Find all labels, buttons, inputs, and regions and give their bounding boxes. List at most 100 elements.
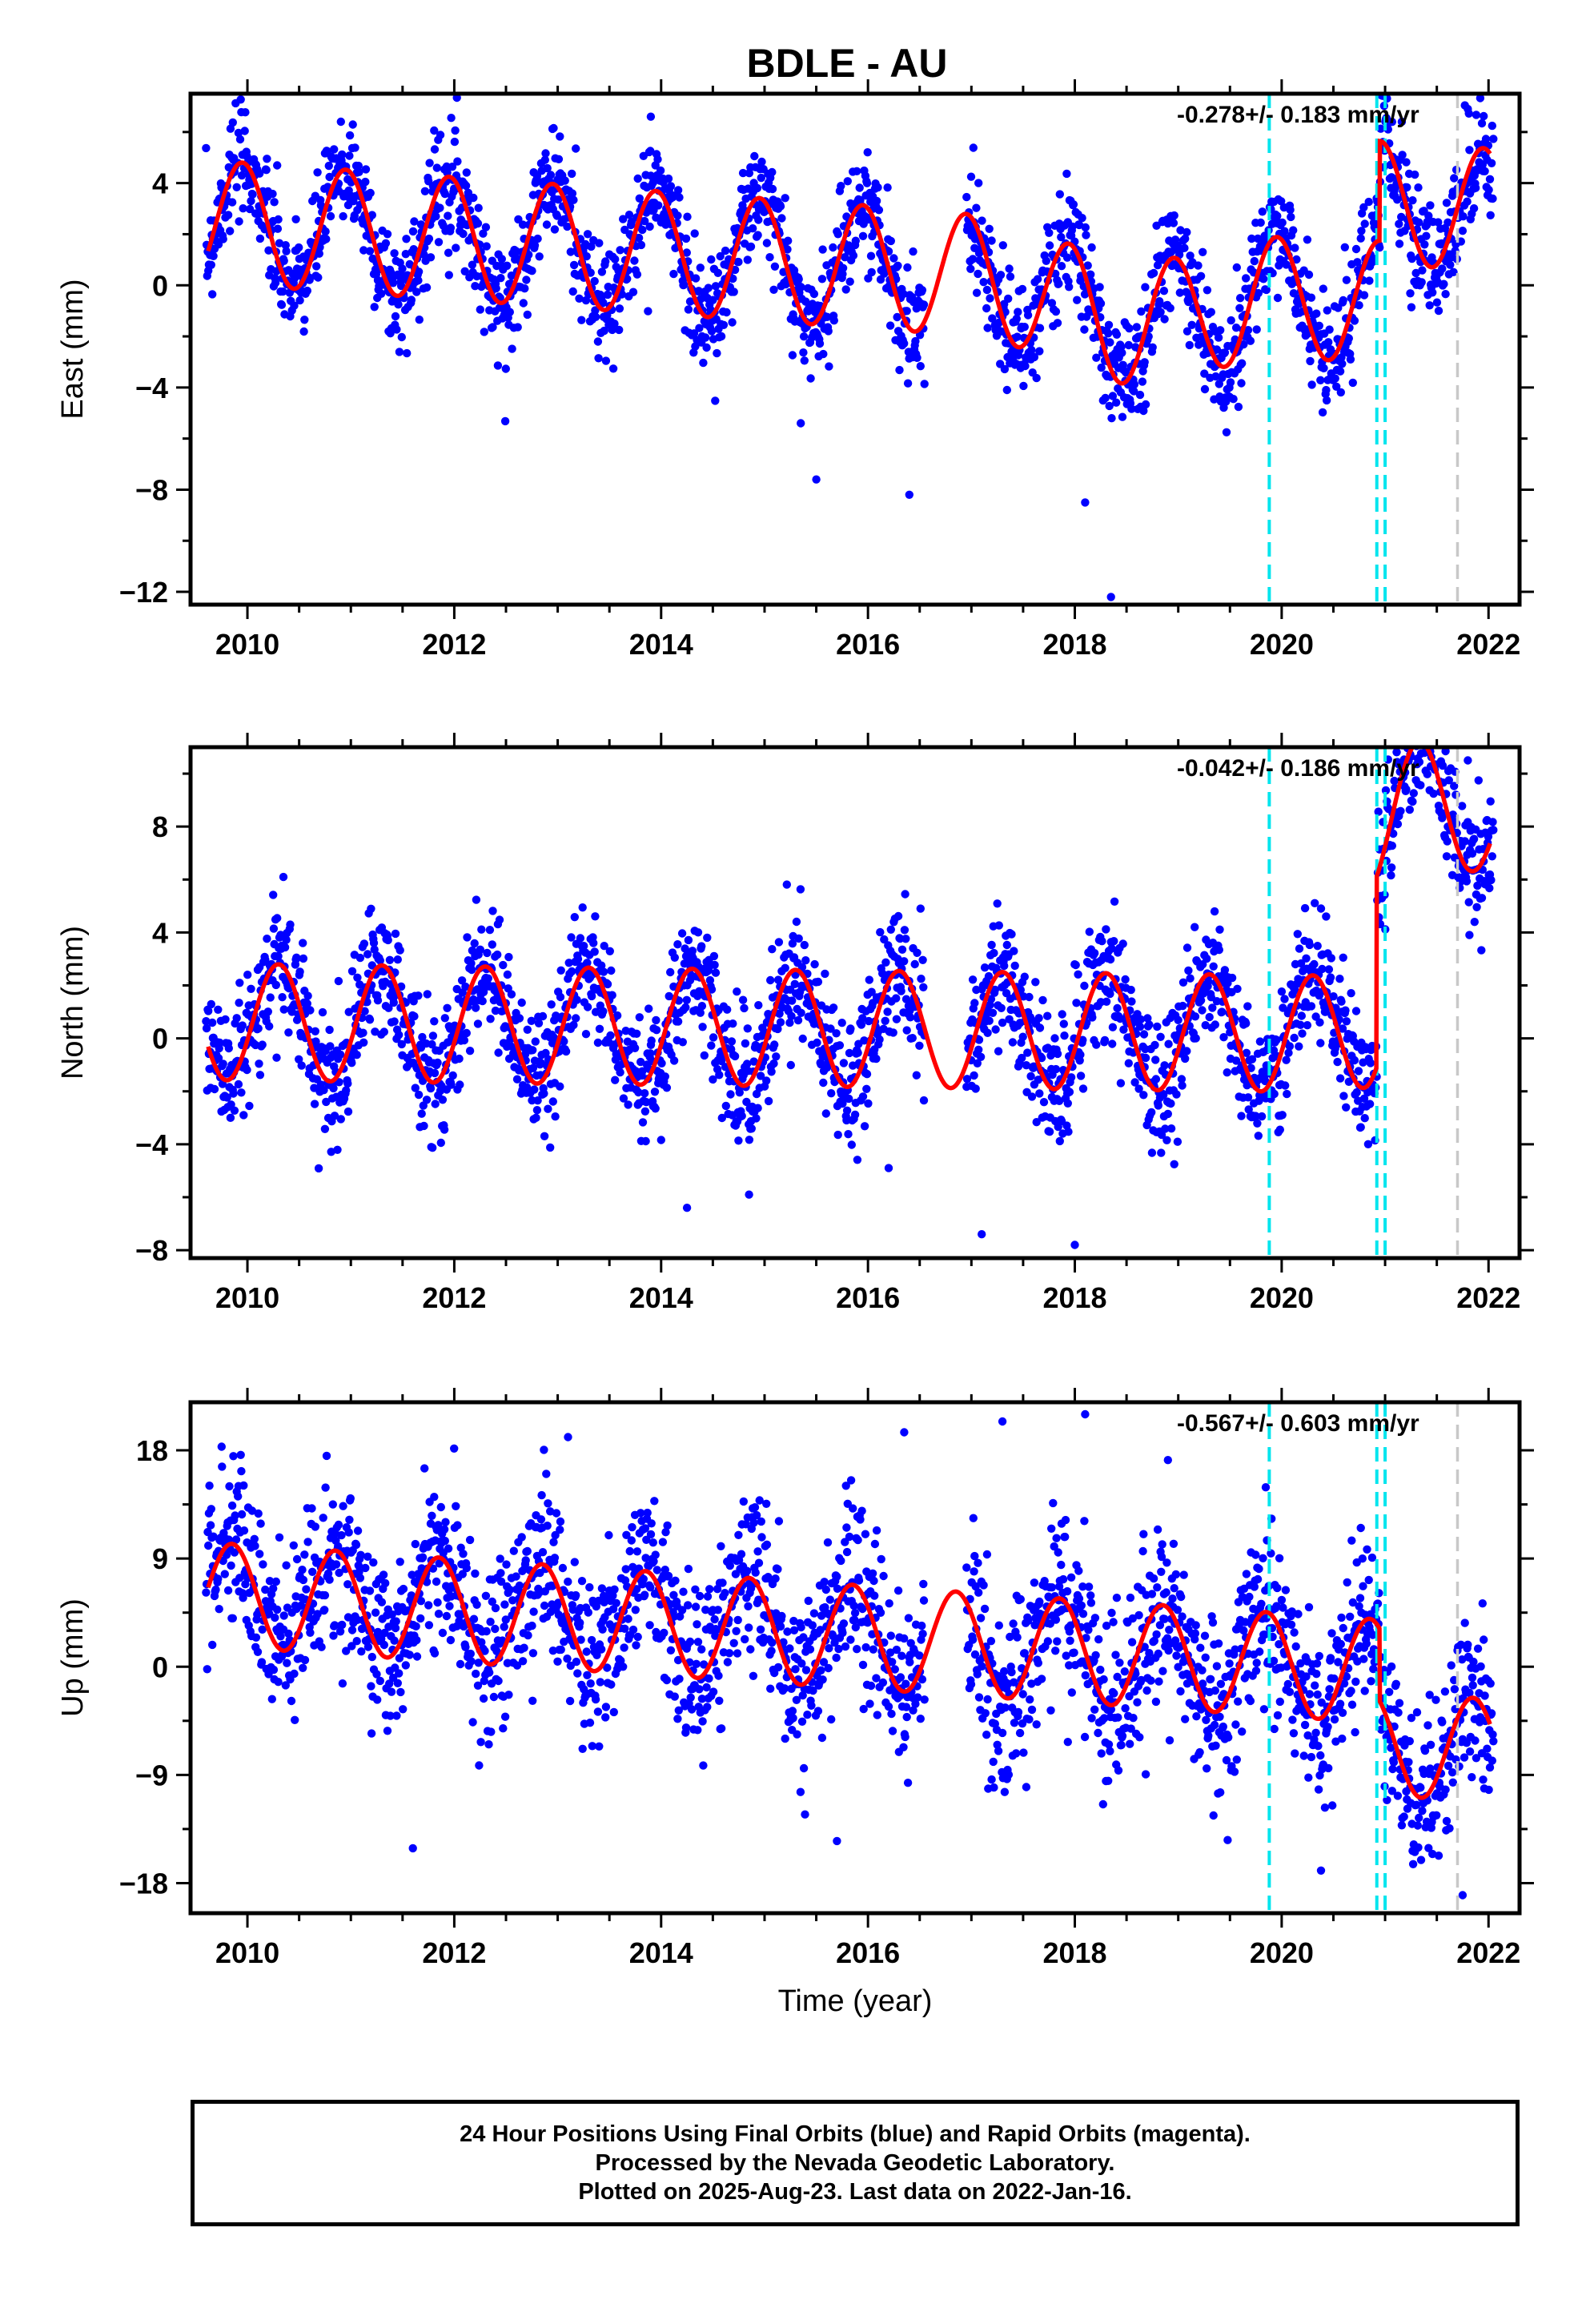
data-point: [1068, 222, 1077, 231]
data-point: [1464, 898, 1473, 907]
data-point: [710, 960, 719, 970]
data-point: [1403, 727, 1411, 735]
data-point: [504, 1691, 513, 1699]
data-point: [583, 1003, 592, 1011]
data-point: [1418, 720, 1426, 728]
chart-title: BDLE - AU: [747, 41, 948, 86]
data-point: [1431, 720, 1439, 728]
data-point: [837, 1019, 846, 1027]
data-point: [916, 904, 926, 913]
data-point: [1081, 223, 1090, 232]
data-point: [470, 939, 479, 948]
data-point: [1106, 593, 1115, 601]
data-point: [347, 1626, 357, 1634]
data-point: [414, 267, 424, 276]
data-point: [740, 1003, 749, 1013]
data-point: [872, 1054, 881, 1063]
data-point: [543, 163, 552, 173]
data-point: [749, 1057, 758, 1066]
data-point: [566, 247, 575, 256]
data-point: [628, 287, 638, 296]
data-point: [523, 1025, 532, 1035]
data-point: [987, 236, 996, 245]
data-point: [1051, 1064, 1061, 1074]
data-point: [224, 1043, 233, 1053]
data-point: [900, 339, 909, 348]
data-point: [540, 1132, 549, 1141]
data-point: [239, 1526, 249, 1535]
data-point: [790, 979, 799, 989]
data-point: [900, 926, 909, 935]
data-point: [595, 239, 604, 247]
data-point: [300, 1655, 310, 1665]
data-point: [465, 1047, 475, 1055]
data-point: [785, 1018, 794, 1027]
data-point: [1463, 197, 1472, 206]
data-point: [1352, 1088, 1361, 1097]
data-point: [1113, 1003, 1122, 1013]
data-point: [864, 1016, 873, 1026]
data-point: [799, 348, 808, 357]
data-point: [670, 953, 679, 963]
data-point: [1423, 770, 1432, 778]
data-point: [366, 188, 375, 198]
data-point: [515, 1581, 524, 1590]
data-point: [339, 1502, 347, 1510]
data-point: [344, 1528, 353, 1537]
data-point: [1323, 306, 1332, 315]
data-point: [1315, 321, 1324, 330]
data-point: [821, 969, 829, 979]
data-point: [707, 1041, 716, 1050]
data-point: [1419, 700, 1427, 708]
data-point: [1107, 944, 1116, 953]
data-point: [1305, 940, 1315, 950]
x-tick-label: 2018: [1042, 1281, 1106, 1314]
data-point: [640, 1107, 650, 1116]
data-point: [974, 179, 983, 187]
data-point: [272, 1053, 281, 1062]
data-point: [453, 157, 462, 166]
data-point: [1472, 903, 1481, 912]
data-point: [305, 275, 314, 284]
data-point: [452, 1502, 460, 1511]
data-point: [226, 1113, 235, 1123]
data-point: [347, 1059, 356, 1068]
data-point: [299, 954, 308, 963]
data-point: [549, 123, 558, 133]
data-point: [501, 364, 510, 373]
x-tick-label: 2016: [836, 628, 900, 661]
data-point: [298, 1566, 307, 1574]
data-point: [1054, 1096, 1064, 1106]
data-point: [770, 262, 780, 271]
data-point: [698, 1023, 707, 1031]
data-point: [794, 275, 803, 283]
data-point: [591, 312, 600, 321]
data-point: [685, 297, 695, 306]
data-point: [353, 1526, 363, 1535]
data-point: [682, 995, 691, 1005]
data-point: [902, 1026, 911, 1035]
data-point: [485, 926, 495, 935]
data-point: [327, 1148, 335, 1156]
data-point: [1205, 1012, 1214, 1022]
data-point: [813, 977, 823, 987]
data-point: [224, 163, 233, 172]
data-point: [445, 1602, 454, 1610]
data-point: [248, 190, 257, 199]
data-point: [432, 212, 440, 221]
data-point: [282, 1561, 291, 1570]
data-point: [440, 1125, 449, 1134]
data-point: [691, 274, 701, 283]
data-point: [673, 940, 682, 949]
data-point: [303, 1538, 312, 1546]
data-point: [713, 348, 721, 358]
data-point: [841, 285, 850, 294]
data-point: [858, 1092, 868, 1101]
data-point: [282, 935, 291, 944]
data-point: [207, 1505, 215, 1514]
data-point: [1071, 960, 1080, 970]
plot-area: [202, 700, 1498, 1258]
data-point: [1000, 364, 1010, 374]
data-point: [893, 312, 901, 322]
data-point: [1417, 278, 1426, 287]
